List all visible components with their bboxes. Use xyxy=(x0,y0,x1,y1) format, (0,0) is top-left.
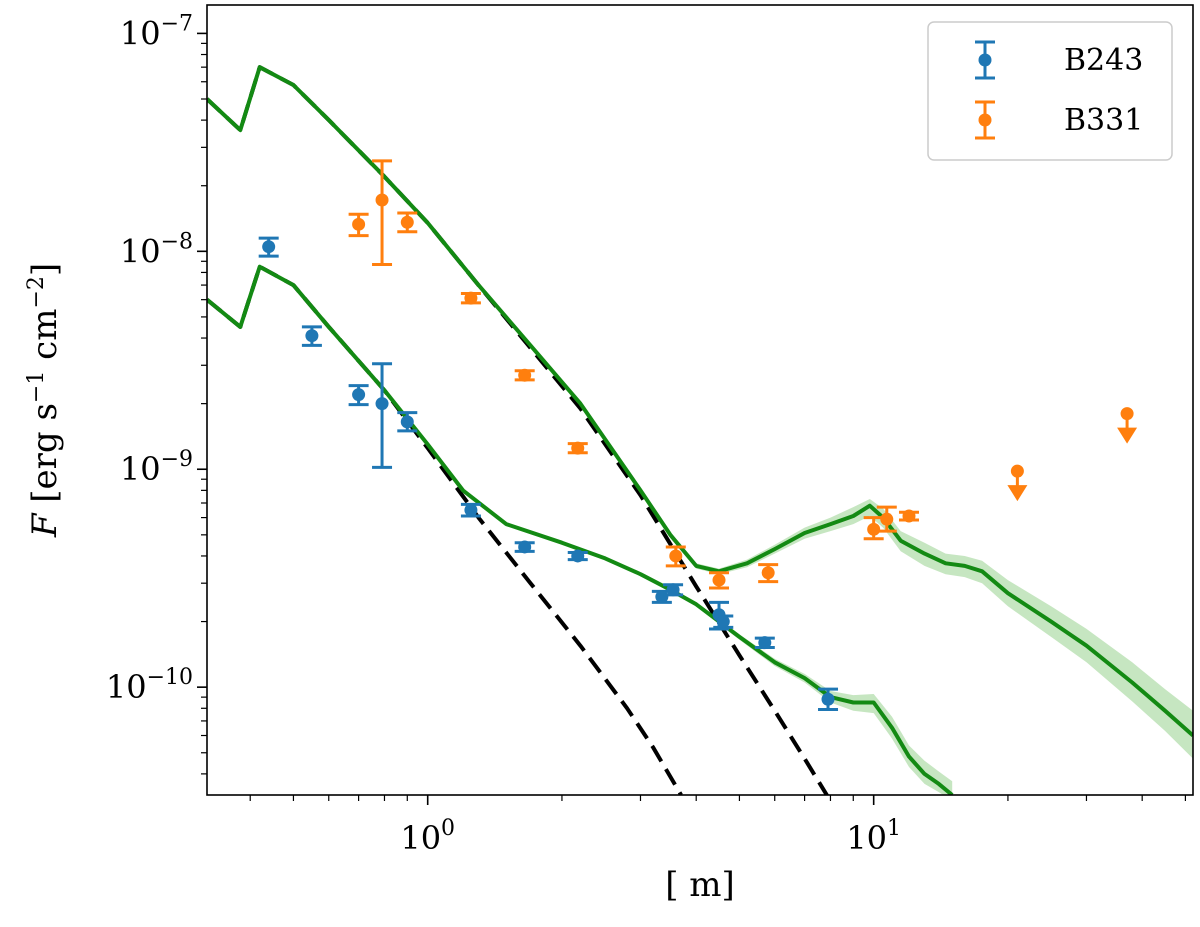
b331-upper-limit-0 xyxy=(1007,464,1028,502)
y-axis-label: F [erg s−1 cm−2] xyxy=(24,263,65,538)
data-marker xyxy=(571,549,585,563)
x-tick-label-0: 100 xyxy=(400,816,455,857)
data-marker xyxy=(518,368,532,382)
data-marker xyxy=(666,583,680,597)
data-marker xyxy=(305,329,319,343)
data-marker xyxy=(352,388,366,402)
b243-point-12 xyxy=(754,636,775,650)
upper-limit-arrow xyxy=(1117,427,1138,444)
b331-point-10 xyxy=(876,505,897,533)
model-curve-0 xyxy=(207,65,1193,737)
data-marker xyxy=(375,193,389,207)
y-tick-base: 10 xyxy=(106,668,147,706)
b331-point-6 xyxy=(665,545,686,568)
y-axis-label-close: ] xyxy=(25,263,65,276)
b331-point-5 xyxy=(567,441,588,455)
data-marker xyxy=(352,217,366,231)
b243-point-5 xyxy=(460,502,481,518)
y-axis-label-units: [erg s xyxy=(25,403,65,503)
b331-point-8 xyxy=(758,563,779,584)
y-axis-label-exp2: −2 xyxy=(24,276,49,308)
b243-point-0 xyxy=(258,236,279,258)
data-marker xyxy=(375,397,389,411)
data-marker xyxy=(712,573,726,587)
data-marker xyxy=(400,215,414,229)
data-marker xyxy=(880,512,894,526)
y-tick-exp: −8 xyxy=(161,229,193,254)
b243-point-3 xyxy=(372,362,393,469)
b243-point-7 xyxy=(567,549,588,563)
data-marker xyxy=(518,540,532,554)
data-marker xyxy=(716,615,730,629)
b243-point-6 xyxy=(514,540,535,554)
plot-frame xyxy=(206,4,1194,796)
stellar-curve-1 xyxy=(207,264,683,795)
x-tick-exp: 0 xyxy=(441,816,455,841)
b243-point-1 xyxy=(301,325,322,347)
y-tick-label-0: 10−7 xyxy=(120,11,193,52)
data-marker xyxy=(761,566,775,580)
b243-point-2 xyxy=(348,384,369,407)
b331-point-0 xyxy=(348,212,369,238)
data-marker xyxy=(902,509,916,523)
data-marker xyxy=(821,692,835,706)
b331-upper-limit-1 xyxy=(1117,407,1138,444)
b331-point-1 xyxy=(372,159,393,267)
x-axis-label: [ m] xyxy=(665,865,735,905)
y-tick-label-1: 10−8 xyxy=(120,229,193,270)
upper-limit-marker xyxy=(1120,407,1134,421)
x-tick-base: 10 xyxy=(846,819,887,857)
data-marker xyxy=(571,441,585,455)
upper-limit-arrow xyxy=(1007,485,1028,502)
data-marker xyxy=(669,549,683,563)
data-marker xyxy=(464,503,478,517)
b243-point-4 xyxy=(397,411,418,433)
x-tick-exp: 1 xyxy=(887,816,901,841)
b243-point-11 xyxy=(713,614,734,629)
legend-b243-label: B243 xyxy=(1064,43,1143,78)
y-axis-label-mid: cm xyxy=(25,309,65,371)
y-tick-base: 10 xyxy=(120,232,161,270)
y-tick-base: 10 xyxy=(120,14,161,52)
data-marker xyxy=(867,522,881,536)
b331-point-11 xyxy=(898,509,919,523)
y-axis-label-var: F xyxy=(25,512,65,538)
b243-point-13 xyxy=(818,687,839,711)
upper-limit-marker xyxy=(1010,464,1024,478)
b331-point-3 xyxy=(460,291,481,305)
y-tick-label-2: 10−9 xyxy=(120,447,193,488)
y-axis-label-exp1: −1 xyxy=(24,371,49,403)
data-marker xyxy=(758,636,772,650)
data-marker xyxy=(655,590,669,604)
legend-b331-marker xyxy=(975,100,995,140)
data-marker xyxy=(464,291,478,305)
legend-dot xyxy=(978,113,992,127)
x-tick-base: 10 xyxy=(400,819,441,857)
legend-b331-label: B331 xyxy=(1064,103,1143,138)
b331-point-2 xyxy=(397,211,418,234)
y-tick-base: 10 xyxy=(120,450,161,488)
b331-point-7 xyxy=(709,571,730,590)
b331-point-4 xyxy=(514,368,535,382)
x-tick-label-1: 101 xyxy=(846,816,901,857)
y-tick-exp: −10 xyxy=(147,665,193,690)
legend: B243 B331 xyxy=(927,21,1173,161)
data-marker xyxy=(400,415,414,429)
y-tick-label-3: 10−10 xyxy=(106,665,193,706)
data-marker xyxy=(262,240,276,254)
data-points xyxy=(258,159,1138,711)
b243-point-9 xyxy=(663,583,684,597)
legend-b243-marker xyxy=(975,40,995,80)
y-tick-exp: −9 xyxy=(161,447,193,472)
y-tick-exp: −7 xyxy=(161,11,193,36)
legend-dot xyxy=(978,53,992,67)
